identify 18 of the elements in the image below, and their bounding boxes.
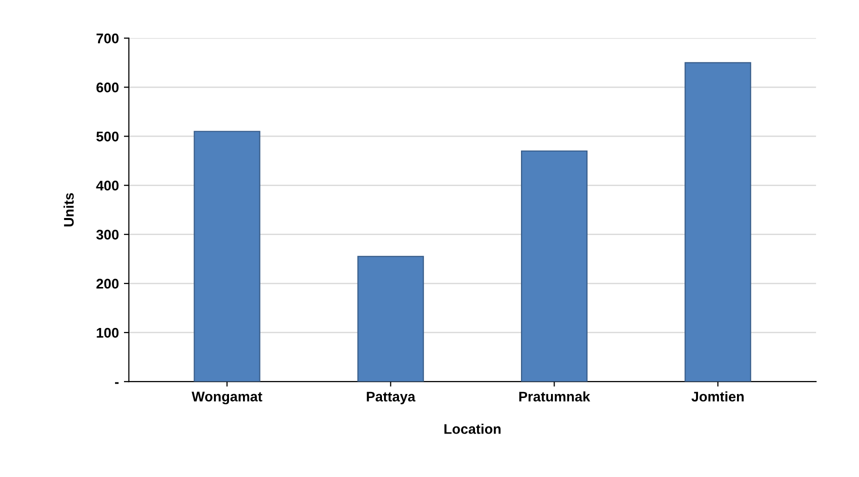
y-tick-label: -	[115, 382, 119, 384]
x-tick-label: Wongamat	[192, 392, 262, 404]
y-tick-label: 500	[96, 132, 119, 142]
y-tick-label: 100	[96, 328, 119, 338]
bar	[684, 62, 752, 382]
y-tick-label: 600	[96, 82, 119, 92]
y-tick-label: 400	[96, 180, 119, 191]
bar	[194, 130, 260, 382]
y-axis-title: Units	[64, 193, 74, 226]
y-tick-label: 200	[96, 278, 119, 289]
y-tick-label: 300	[96, 230, 119, 240]
x-tick-label: Pratumnak	[519, 391, 590, 402]
y-tick-label: 700	[96, 33, 119, 44]
bar	[520, 150, 588, 382]
bar	[357, 256, 424, 382]
x-tick-label: Jomtien	[691, 391, 744, 402]
x-tick-label: Pattaya	[366, 392, 416, 404]
x-axis-title: Location	[444, 424, 501, 434]
